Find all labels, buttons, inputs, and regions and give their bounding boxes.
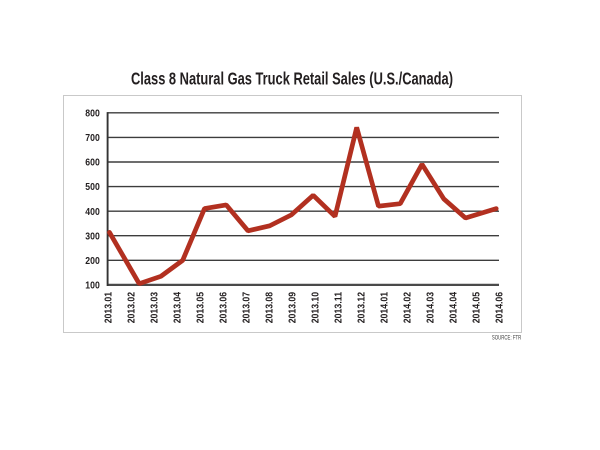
svg-text:2013.01: 2013.01 [104, 292, 115, 324]
svg-text:600: 600 [85, 158, 100, 169]
svg-text:2013.06: 2013.06 [219, 292, 230, 324]
svg-text:300: 300 [85, 231, 100, 242]
svg-text:2014.05: 2014.05 [471, 292, 482, 324]
svg-text:100: 100 [85, 281, 100, 292]
svg-text:500: 500 [85, 182, 100, 193]
svg-text:2014.03: 2014.03 [425, 292, 436, 324]
svg-text:2014.02: 2014.02 [402, 292, 413, 324]
svg-text:2013.09: 2013.09 [288, 292, 299, 324]
svg-text:2013.08: 2013.08 [265, 292, 276, 324]
svg-text:2013.12: 2013.12 [357, 292, 368, 324]
svg-text:2013.05: 2013.05 [196, 292, 207, 324]
svg-text:Class 8 Natural Gas Truck Reta: Class 8 Natural Gas Truck Retail Sales (… [131, 68, 453, 88]
svg-text:2014.01: 2014.01 [380, 292, 391, 324]
svg-text:2013.07: 2013.07 [242, 292, 253, 324]
svg-text:200: 200 [85, 256, 100, 267]
svg-text:2014.04: 2014.04 [448, 292, 459, 324]
svg-text:2014.06: 2014.06 [494, 292, 505, 324]
svg-text:400: 400 [85, 207, 100, 218]
svg-text:2013.02: 2013.02 [127, 292, 138, 324]
svg-text:2013.10: 2013.10 [311, 292, 322, 324]
svg-text:700: 700 [85, 133, 100, 144]
svg-text:2013.03: 2013.03 [150, 292, 161, 324]
svg-text:800: 800 [85, 108, 100, 119]
svg-text:2013.11: 2013.11 [334, 292, 345, 324]
svg-text:SOURCE: FTR: SOURCE: FTR [492, 334, 522, 341]
svg-text:2013.04: 2013.04 [173, 292, 184, 324]
